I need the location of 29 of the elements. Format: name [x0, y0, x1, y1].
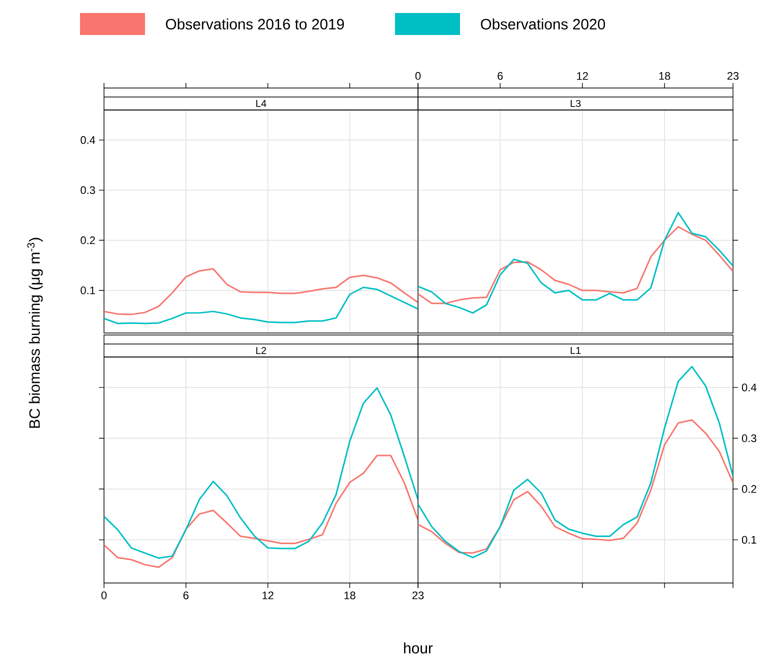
- legend-label: Observations 2020: [480, 18, 606, 30]
- y-tick-label: 0.3: [80, 186, 95, 194]
- line-series: [418, 366, 734, 558]
- x-tick-label: 23: [727, 72, 739, 80]
- x-tick-label: 0: [101, 592, 107, 600]
- y-tick-label: 0.4: [742, 384, 756, 392]
- y-tick-label: 0.1: [742, 536, 756, 544]
- y-axis-title: BC biomass burning (μg m$^{-3}$): [27, 238, 43, 428]
- y-tick-label: 0.1: [80, 286, 95, 294]
- x-tick-label: 0: [415, 72, 421, 80]
- x-tick-label: 18: [344, 592, 356, 600]
- x-tick-label: 6: [183, 592, 188, 600]
- x-tick-label: 12: [577, 72, 588, 80]
- line-series: [418, 419, 734, 554]
- y-tick-label: 0.2: [742, 485, 756, 493]
- y-tick-label: 0.2: [80, 236, 95, 244]
- chart-title: L2: [256, 347, 266, 354]
- x-tick-label: 23: [412, 592, 424, 600]
- legend-label: Observations 2016 to 2019: [166, 18, 344, 30]
- line-series: [104, 268, 418, 316]
- chart-title: L3: [570, 100, 581, 108]
- x-tick-label: 18: [659, 72, 670, 80]
- y-tick-label: 0.4: [80, 136, 96, 144]
- chart-title: L1: [570, 347, 581, 354]
- y-tick-label: 0.3: [742, 434, 756, 442]
- x-tick-label: 12: [262, 592, 274, 600]
- chart-title: L4: [256, 100, 266, 107]
- x-axis-title: hour: [404, 642, 433, 654]
- x-tick-label: 6: [498, 72, 503, 80]
